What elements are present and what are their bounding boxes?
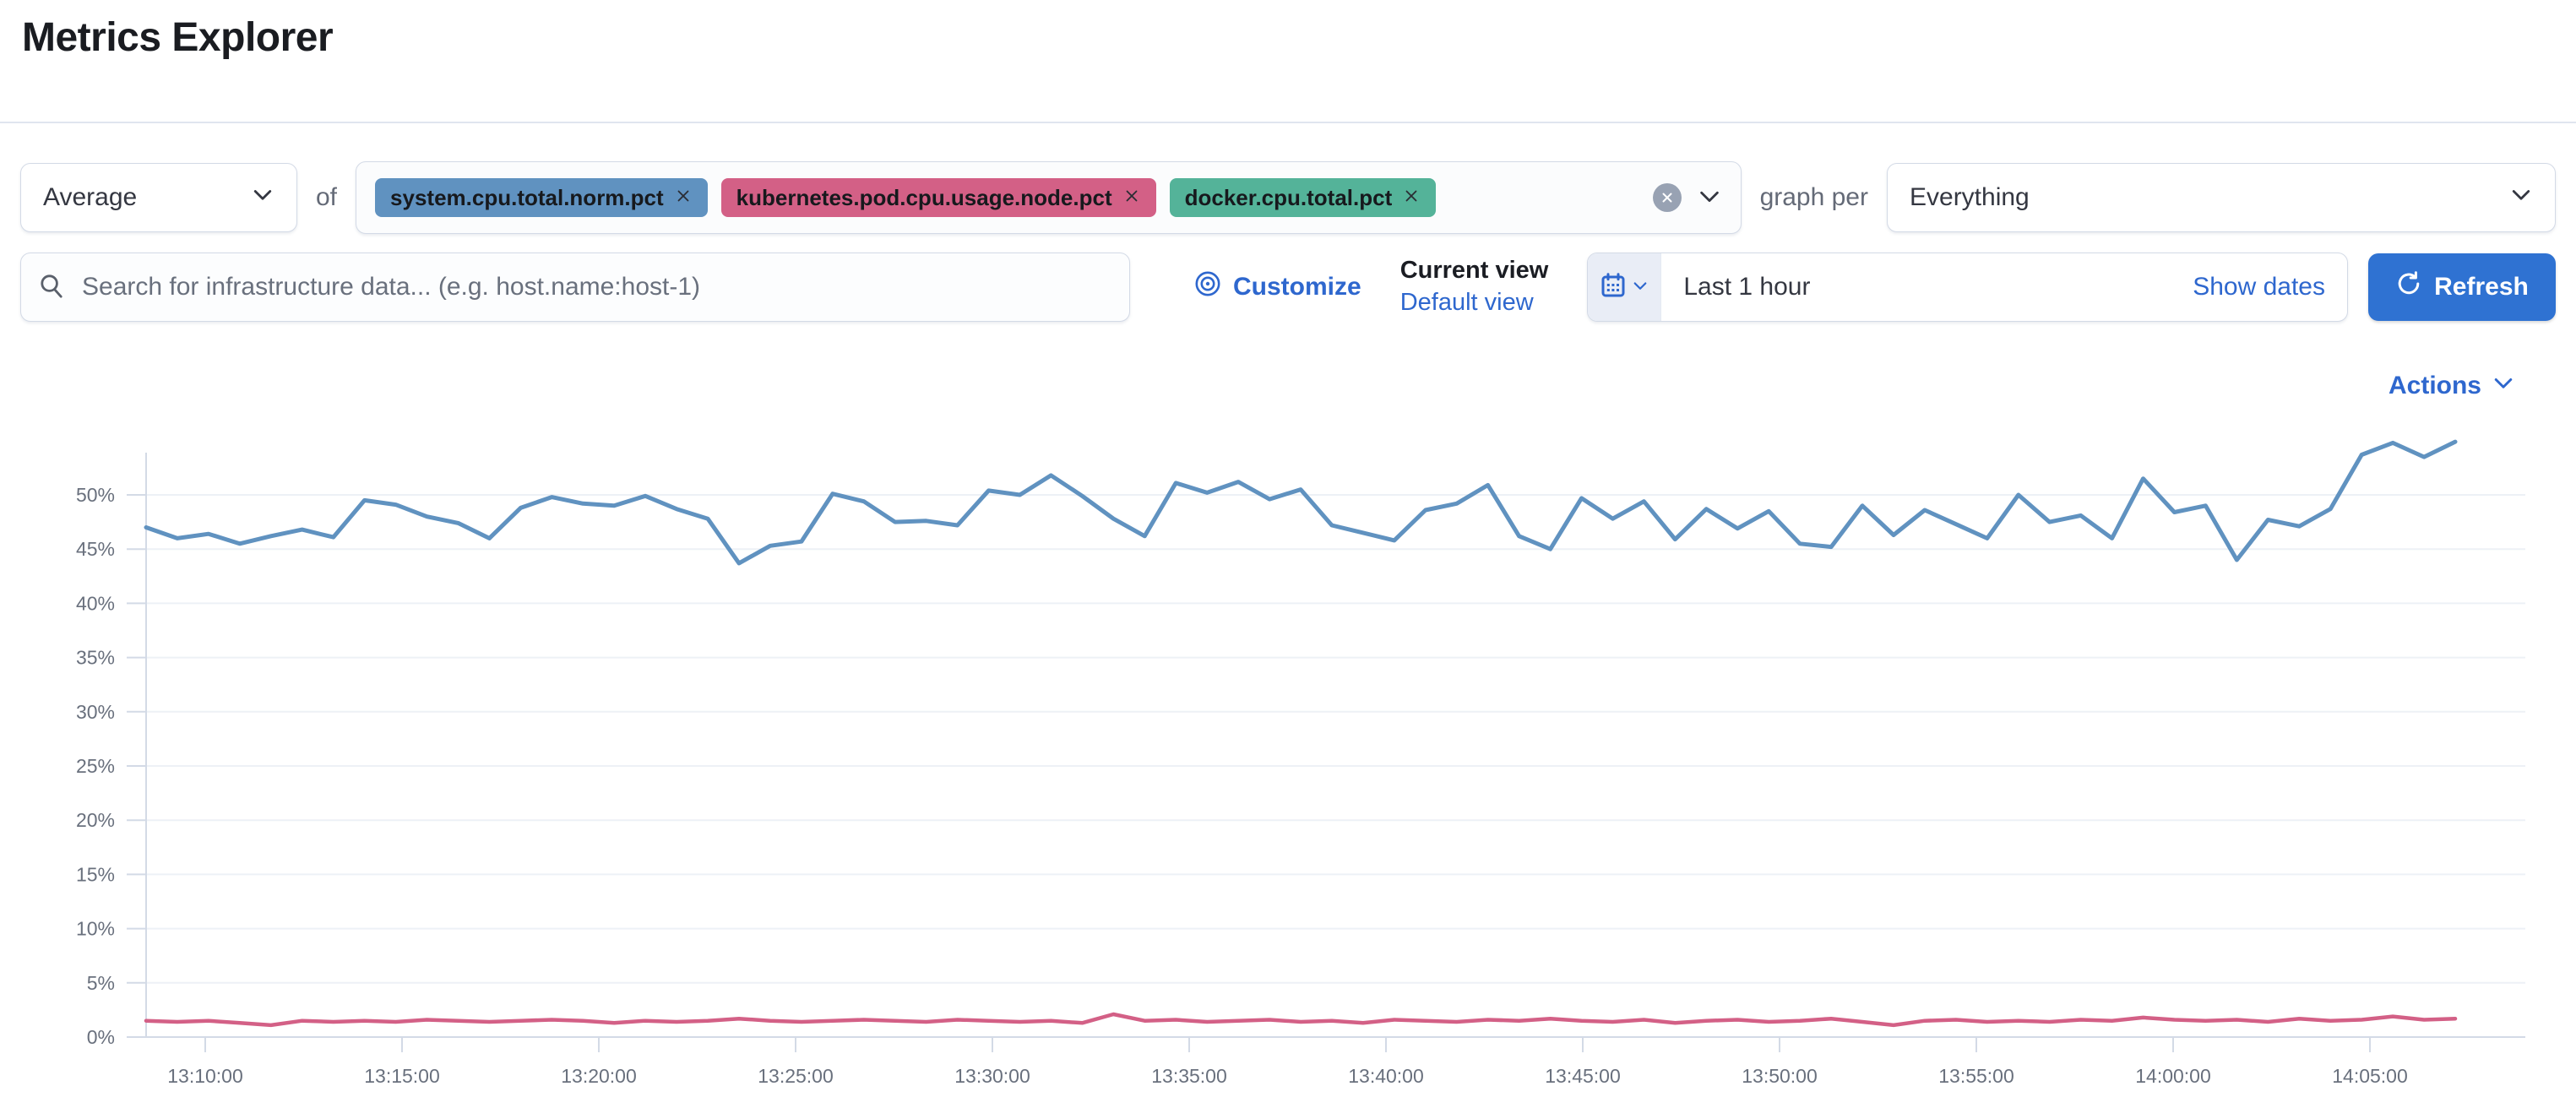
chevron-down-icon: [1632, 277, 1649, 298]
svg-text:30%: 30%: [76, 701, 115, 723]
line-chart[interactable]: 0% 5% 10% 15% 20% 25% 30% 35% 40% 45% 50% 13:10:00 1…: [0, 436, 2576, 1105]
svg-text:45%: 45%: [76, 538, 115, 560]
page-header: Metrics Explorer: [0, 0, 2576, 123]
refresh-icon: [2395, 270, 2422, 304]
metric-tag-list: system.cpu.total.norm.pct kubernetes.pod…: [375, 178, 1639, 217]
aggregation-select[interactable]: Average: [20, 163, 297, 232]
chart-actions-row: Actions: [0, 368, 2515, 404]
svg-text:5%: 5%: [87, 972, 115, 994]
metric-toolbar: Average of system.cpu.total.norm.pct kub…: [20, 161, 2556, 234]
chevron-down-icon: [2509, 182, 2533, 213]
metric-tag-label: system.cpu.total.norm.pct: [390, 184, 664, 210]
date-picker: Last 1 hour Show dates: [1587, 253, 2348, 322]
metric-tag[interactable]: system.cpu.total.norm.pct: [375, 178, 708, 217]
refresh-button[interactable]: Refresh: [2368, 253, 2556, 321]
metrics-combobox[interactable]: system.cpu.total.norm.pct kubernetes.pod…: [356, 161, 1742, 234]
svg-text:13:45:00: 13:45:00: [1545, 1065, 1621, 1087]
header-divider: [0, 122, 2576, 123]
svg-text:10%: 10%: [76, 918, 115, 940]
svg-text:13:20:00: 13:20:00: [561, 1065, 637, 1087]
default-view-link[interactable]: Default view: [1399, 289, 1534, 316]
svg-text:20%: 20%: [76, 809, 115, 831]
svg-text:13:15:00: 13:15:00: [364, 1065, 440, 1087]
svg-text:13:40:00: 13:40:00: [1348, 1065, 1424, 1087]
metric-tag[interactable]: kubernetes.pod.cpu.usage.node.pct: [720, 178, 1156, 217]
svg-text:14:05:00: 14:05:00: [2332, 1065, 2408, 1087]
svg-text:13:50:00: 13:50:00: [1742, 1065, 1818, 1087]
graph-per-value: Everything: [1910, 183, 2030, 211]
search-box[interactable]: [20, 253, 1130, 322]
graph-per-label: graph per: [1759, 183, 1868, 211]
metric-tag[interactable]: docker.cpu.total.pct: [1169, 178, 1437, 217]
svg-text:15%: 15%: [76, 863, 115, 885]
quick-select-button[interactable]: [1588, 253, 1662, 321]
current-view-label: Current view: [1399, 257, 1549, 285]
combobox-controls: [1652, 183, 1722, 213]
page-title: Metrics Explorer: [22, 15, 334, 60]
view-switcher: Current view Default view: [1399, 257, 1549, 317]
show-dates-button[interactable]: Show dates: [2193, 273, 2325, 301]
date-range-value[interactable]: Last 1 hour: [1683, 273, 1811, 301]
actions-menu-button[interactable]: Actions: [2389, 371, 2515, 401]
actions-label: Actions: [2388, 372, 2481, 399]
chevron-down-icon: [2492, 371, 2515, 401]
customize-icon: [1194, 270, 1221, 304]
svg-text:13:30:00: 13:30:00: [954, 1065, 1030, 1087]
svg-text:50%: 50%: [76, 484, 115, 506]
chevron-down-icon[interactable]: [1697, 183, 1722, 213]
aggregation-value: Average: [43, 183, 138, 211]
search-icon: [38, 272, 65, 303]
svg-text:13:10:00: 13:10:00: [167, 1065, 243, 1087]
search-toolbar: Customize Current view Default view Last…: [20, 253, 2556, 322]
svg-text:0%: 0%: [87, 1026, 115, 1048]
svg-text:40%: 40%: [76, 592, 115, 614]
chevron-down-icon: [251, 182, 274, 213]
customize-button[interactable]: Customize: [1194, 270, 1361, 304]
metric-tag-label: kubernetes.pod.cpu.usage.node.pct: [736, 184, 1112, 210]
metric-tag-label: docker.cpu.total.pct: [1184, 184, 1393, 210]
refresh-label: Refresh: [2434, 273, 2529, 301]
customize-label: Customize: [1233, 273, 1361, 301]
remove-metric-icon[interactable]: [1402, 185, 1421, 211]
search-input[interactable]: [80, 272, 1112, 302]
svg-text:14:00:00: 14:00:00: [2135, 1065, 2211, 1087]
calendar-icon: [1600, 272, 1627, 303]
svg-text:13:35:00: 13:35:00: [1151, 1065, 1227, 1087]
clear-all-metrics-button[interactable]: [1652, 183, 1682, 212]
svg-text:13:25:00: 13:25:00: [758, 1065, 834, 1087]
metrics-chart[interactable]: 0% 5% 10% 15% 20% 25% 30% 35% 40% 45% 50% 13:10:00 1…: [0, 436, 2576, 1105]
svg-text:35%: 35%: [76, 647, 115, 669]
svg-text:25%: 25%: [76, 755, 115, 777]
of-label: of: [316, 183, 338, 211]
remove-metric-icon[interactable]: [674, 185, 693, 211]
remove-metric-icon[interactable]: [1122, 185, 1141, 211]
graph-per-select[interactable]: Everything: [1887, 163, 2556, 232]
svg-text:13:55:00: 13:55:00: [1938, 1065, 2014, 1087]
